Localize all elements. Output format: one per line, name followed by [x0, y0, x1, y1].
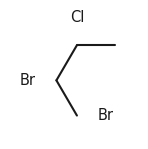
- Text: Br: Br: [20, 73, 36, 88]
- Text: Cl: Cl: [70, 10, 84, 25]
- Text: Br: Br: [97, 108, 114, 123]
